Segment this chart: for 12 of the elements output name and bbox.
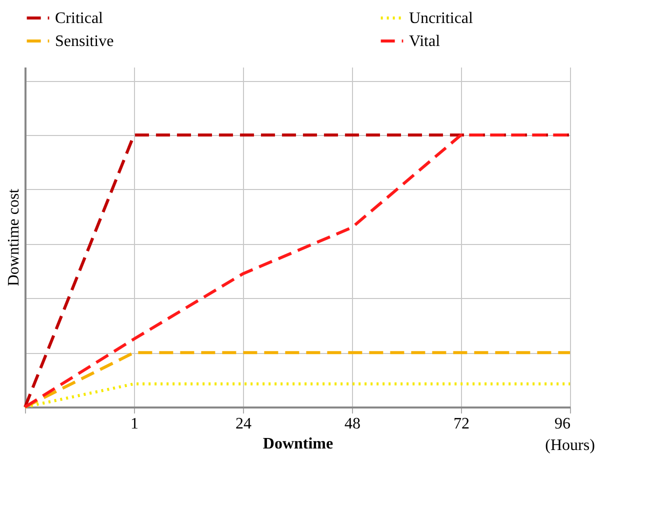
y-axis-title: Downtime cost: [6, 188, 22, 286]
x-tick-label: 48: [344, 416, 360, 432]
x-tick-label: 24: [236, 416, 252, 432]
legend-label: Critical: [55, 10, 104, 27]
text: (Hours): [545, 437, 595, 454]
legend-label: Vital: [409, 33, 441, 50]
legend-label: Uncritical: [409, 10, 474, 27]
x-tick-label: 1: [130, 416, 138, 432]
legend-label: Sensitive: [55, 33, 114, 50]
x-tick-label: 96: [554, 416, 570, 432]
x-axis-title: Downtime: [262, 436, 334, 452]
x-tick-label: 72: [454, 416, 470, 432]
